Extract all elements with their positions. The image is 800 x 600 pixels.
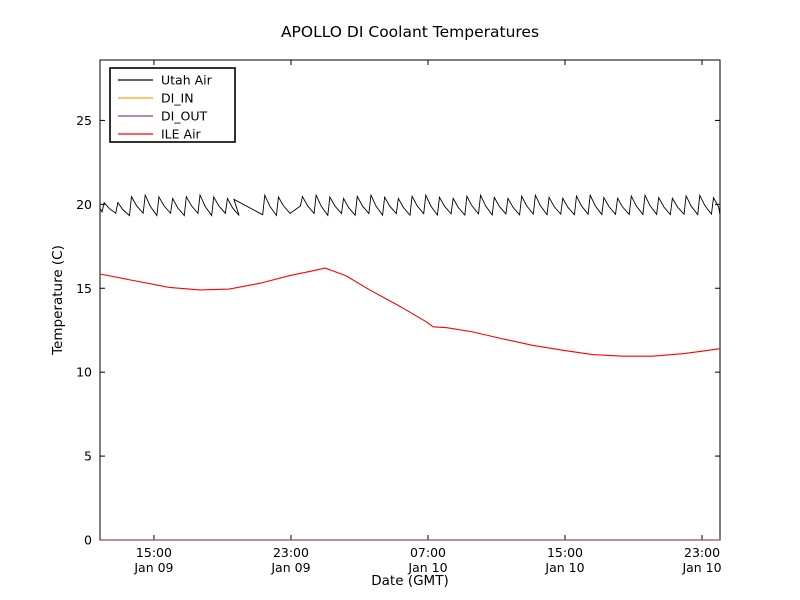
x-axis-label: Date (GMT) bbox=[371, 573, 448, 589]
series-ile-air bbox=[99, 267, 721, 357]
y-axis-label: Temperature (C) bbox=[50, 245, 66, 356]
legend-label: Utah Air bbox=[161, 73, 213, 88]
x-tick-date: Jan 10 bbox=[407, 560, 447, 575]
y-tick-label: 15 bbox=[76, 281, 92, 296]
y-tick-label: 10 bbox=[76, 365, 92, 380]
y-tick-label: 0 bbox=[84, 533, 92, 548]
x-tick-date: Jan 09 bbox=[133, 560, 173, 575]
x-tick-time: 23:00 bbox=[273, 545, 309, 560]
x-tick-time: 07:00 bbox=[410, 545, 446, 560]
y-tick-label: 5 bbox=[84, 449, 92, 464]
legend-label: DI_IN bbox=[161, 91, 194, 106]
legend-label: DI_OUT bbox=[161, 109, 208, 124]
x-tick-time: 15:00 bbox=[547, 545, 583, 560]
x-tick-time: 15:00 bbox=[136, 545, 172, 560]
y-tick-label: 25 bbox=[76, 113, 92, 128]
series-utah-air bbox=[99, 193, 721, 217]
y-tick-label: 20 bbox=[76, 197, 92, 212]
legend-label: ILE Air bbox=[161, 127, 202, 142]
x-tick-date: Jan 09 bbox=[270, 560, 310, 575]
x-tick-date: Jan 10 bbox=[544, 560, 584, 575]
x-tick-time: 23:00 bbox=[684, 545, 720, 560]
x-tick-date: Jan 10 bbox=[681, 560, 721, 575]
chart-title: APOLLO DI Coolant Temperatures bbox=[281, 23, 539, 41]
